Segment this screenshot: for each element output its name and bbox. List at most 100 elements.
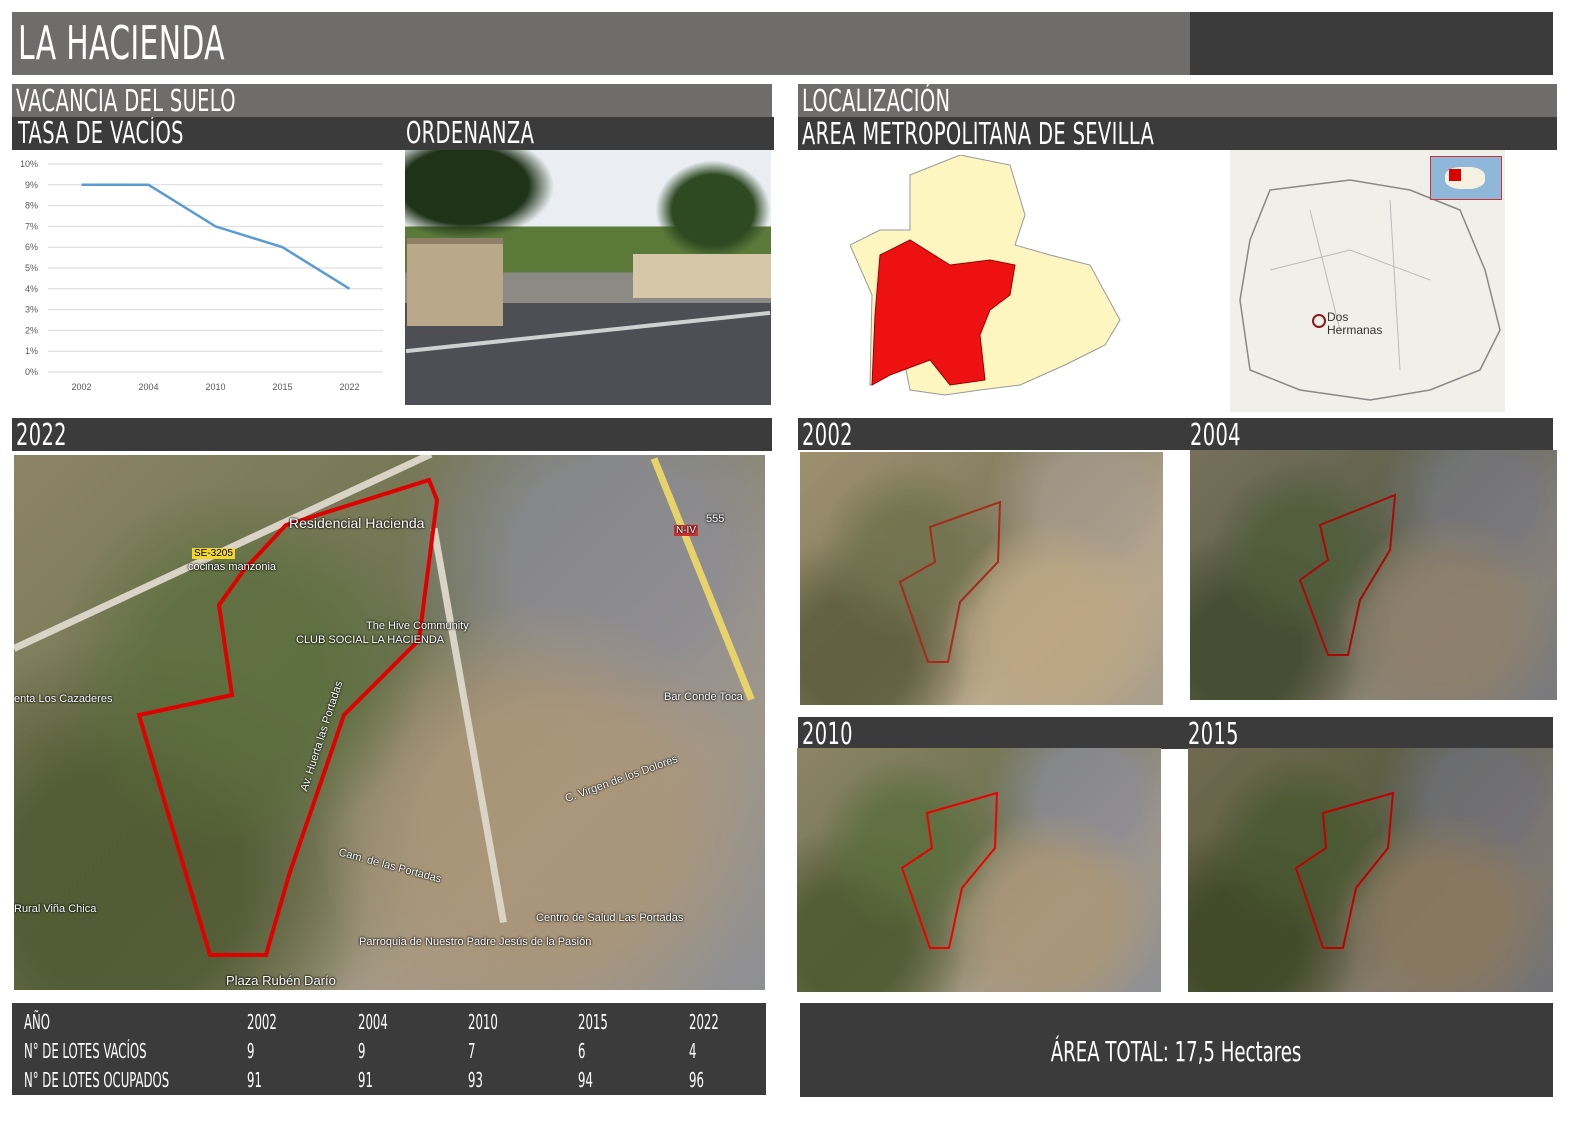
section-header-localizacion: LOCALIZACIÓN: [798, 84, 1557, 117]
cell-text: 96: [689, 1067, 704, 1092]
vacancy-series-line: [81, 183, 351, 290]
aerial-2015: [1188, 748, 1553, 992]
section-title: VACANCIA DEL SUELO: [16, 84, 236, 117]
cell-text: 94: [578, 1067, 594, 1092]
table-row: N° DE LOTES VACÍOS 9 9 7 6 4: [24, 1036, 766, 1065]
photo-title: ORDENANZA: [406, 117, 535, 150]
cell: 93: [468, 1065, 579, 1094]
dos-hermanas-label: Dos Hermanas: [1327, 310, 1383, 337]
cell-text: AÑO: [24, 1009, 50, 1034]
cell: 9: [247, 1036, 358, 1065]
area-total-text: ÁREA TOTAL: 17,5 Hectares: [1051, 1035, 1302, 1068]
cell: 94: [578, 1065, 689, 1094]
area-total-panel: ÁREA TOTAL: 17,5 Hectares: [800, 1003, 1553, 1097]
year-2010-label: 2010: [802, 717, 853, 749]
province-map: [850, 155, 1121, 396]
y-tick-label: 5%: [25, 263, 38, 273]
section-subtitle: AREA METROPOLITANA DE SEVILLA: [802, 117, 1155, 150]
table-row: N° DE LOTES OCUPADOS 91 91 93 94 96: [24, 1065, 766, 1094]
aerial-2010: [797, 748, 1161, 992]
year-2002-label: 2002: [802, 418, 853, 450]
cell-text: 2015: [578, 1009, 609, 1034]
aerial-2002: [800, 452, 1163, 705]
page-title: LA HACIENDA: [18, 16, 225, 70]
map-2022-title: 2022: [16, 418, 67, 451]
y-tick-label: 8%: [25, 201, 38, 211]
cell-text: 2022: [689, 1009, 719, 1034]
label-club: CLUB SOCIAL LA HACIENDA: [296, 634, 445, 646]
boundary-2002: [898, 500, 1002, 663]
guardhouse: [407, 238, 503, 326]
historic-header-bottom: 2010 2015: [798, 717, 1553, 749]
cell-text: 7: [467, 1038, 476, 1063]
map-2022-header: 2022: [12, 418, 772, 451]
aerial-2004: [1190, 450, 1557, 700]
label-se3205: SE-3205: [192, 548, 235, 559]
cell: 91: [247, 1065, 358, 1094]
cell-text: 9: [247, 1038, 255, 1063]
header-cell: 2004: [358, 1007, 468, 1036]
ordenanza-photo: [405, 150, 771, 405]
cell-text: 2010: [467, 1009, 498, 1034]
boundary-2004: [1298, 493, 1397, 656]
x-tick-label: 2002: [71, 382, 91, 392]
lots-table-panel: AÑO 2002 2004 2010 2015 2022 N° DE LOTES…: [12, 1003, 766, 1095]
x-tick-label: 2010: [205, 382, 225, 392]
label-bar: Bar Conde Toca: [664, 691, 743, 703]
table-header-row: AÑO 2002 2004 2010 2015 2022: [24, 1007, 766, 1036]
y-tick-label: 3%: [25, 305, 38, 315]
dos-hermanas-map: Dos Hermanas: [1230, 150, 1505, 412]
y-tick-label: 1%: [25, 346, 38, 356]
hacienda-boundary: [136, 477, 440, 957]
cell-text: N° DE LOTES OCUPADOS: [24, 1067, 170, 1092]
label-n4: N-IV: [674, 525, 698, 536]
chart-title: TASA DE VACÍOS: [18, 117, 184, 150]
cell: 7: [468, 1036, 579, 1065]
label-cocinas: cocinas manzonia: [188, 561, 277, 573]
year-2004-label: 2004: [1190, 418, 1241, 450]
label-residencial: Residencial Hacienda: [289, 515, 425, 531]
header-cell: AÑO: [24, 1007, 247, 1036]
entrance-wall: [633, 254, 771, 298]
label-vina: Rural Viña Chica: [14, 903, 97, 915]
y-tick-label: 7%: [25, 221, 38, 231]
location-subheader: AREA METROPOLITANA DE SEVILLA: [798, 117, 1557, 150]
cell-text: 2002: [247, 1009, 278, 1034]
y-tick-label: 6%: [25, 242, 38, 252]
historic-header-top: 2002 2004: [798, 418, 1553, 450]
y-tick-label: 0%: [25, 367, 38, 377]
year-2015-label: 2015: [1188, 717, 1239, 749]
section-header-vacancia: VACANCIA DEL SUELO: [12, 84, 772, 117]
row-label: N° DE LOTES OCUPADOS: [24, 1065, 247, 1094]
y-tick-label: 10%: [20, 159, 38, 169]
y-tick-label: 9%: [25, 180, 38, 190]
cell-text: 91: [357, 1067, 373, 1092]
label-cazadores: enta Los Cazaderes: [14, 693, 113, 705]
aerial-map-2022[interactable]: Residencial Hacienda SE-3205 cocinas man…: [14, 455, 765, 990]
cell: 4: [689, 1036, 766, 1065]
header-cell: 2010: [468, 1007, 579, 1036]
header-cell: 2015: [578, 1007, 689, 1036]
label-salud: Centro de Salud Las Portadas: [536, 912, 684, 924]
cell: 9: [358, 1036, 468, 1065]
boundary-2015: [1294, 791, 1395, 949]
title-bar-accent: [1190, 12, 1553, 75]
section-title: LOCALIZACIÓN: [802, 84, 951, 117]
cell: 6: [578, 1036, 689, 1065]
header-cell: 2022: [689, 1007, 766, 1036]
cell-text: 93: [467, 1067, 483, 1092]
photo-header: ORDENANZA: [400, 117, 774, 150]
cell: 91: [358, 1065, 468, 1094]
lots-table: AÑO 2002 2004 2010 2015 2022 N° DE LOTES…: [24, 1007, 766, 1094]
x-tick-label: 2004: [138, 382, 158, 392]
y-tick-label: 4%: [25, 284, 38, 294]
province-outline: [1239, 179, 1501, 401]
label-parroquia: Parroquia de Nuestro Padre Jesús de la P…: [359, 936, 592, 948]
row-label: N° DE LOTES VACÍOS: [24, 1036, 247, 1065]
cell-text: 91: [247, 1067, 263, 1092]
location-marker-icon: [1312, 314, 1326, 328]
tree-shape: [655, 160, 771, 260]
cell-text: 2004: [357, 1009, 388, 1034]
y-tick-label: 2%: [25, 325, 38, 335]
x-tick-label: 2022: [339, 382, 359, 392]
